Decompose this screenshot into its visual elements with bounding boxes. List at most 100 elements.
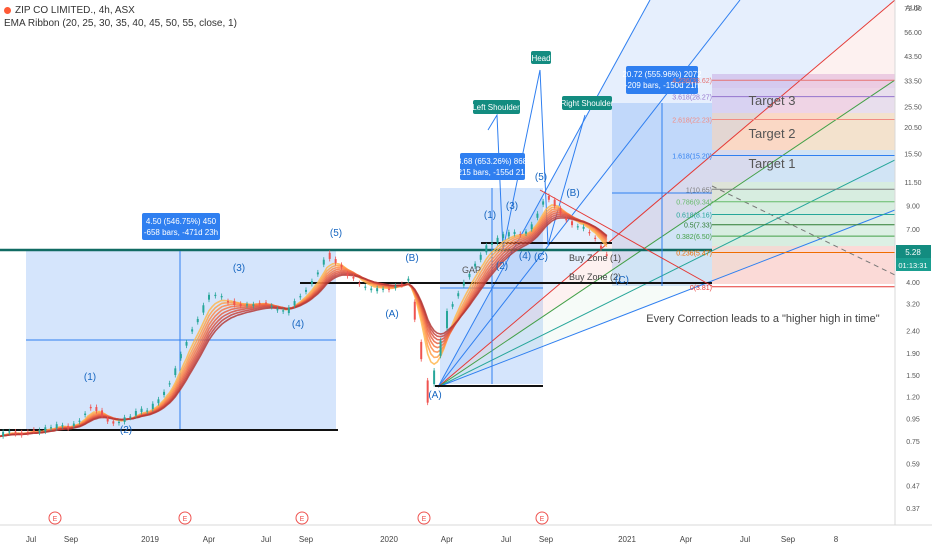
earnings-marker-icon[interactable]: E	[535, 511, 549, 525]
candle	[112, 418, 115, 427]
x-tick-label: Apr	[203, 535, 216, 544]
candle	[358, 280, 361, 287]
gap-label: GAP	[462, 265, 481, 275]
y-tick-label: 72.00	[904, 6, 922, 13]
svg-text:E: E	[183, 516, 188, 523]
candle	[352, 274, 355, 282]
candle	[20, 429, 23, 438]
symbol-row[interactable]: ZIP CO LIMITED., 4h, ASX	[4, 4, 237, 17]
candle	[14, 429, 17, 437]
candle	[26, 429, 29, 436]
fib-level-label: 1.618(15.20)	[672, 154, 712, 161]
candle	[179, 351, 182, 361]
price-axis[interactable]: AUD 72.00 56.00 43.50 33.50 25.50 20.50 15.50 1…	[894, 0, 932, 525]
measure-label-2[interactable]: 8.68 (653.26%) 868 -215 bars, -155d 21h	[455, 153, 529, 180]
measure-label-3-line1: 20.72 (555.96%) 2072	[622, 70, 702, 79]
candle	[530, 221, 533, 232]
measure-label-3-line2: -209 bars, -150d 21h	[625, 81, 699, 90]
earnings-marker-icon[interactable]: E	[417, 511, 431, 525]
candle	[146, 407, 149, 415]
candle	[388, 286, 390, 293]
fib-zone-4236	[712, 74, 895, 88]
buy-zone-1-label: Buy Zone (1)	[569, 253, 621, 263]
svg-text:E: E	[422, 516, 427, 523]
svg-text:E: E	[540, 516, 545, 523]
x-tick-label: Sep	[64, 535, 79, 544]
candle	[328, 250, 331, 262]
wave-label: (3)	[506, 201, 518, 212]
right-shoulder-label[interactable]: Right Shoulder	[561, 96, 614, 110]
price-candles	[2, 193, 608, 439]
fib-level-label: 3.618(28.27)	[672, 95, 712, 102]
candle	[485, 242, 488, 255]
candle	[382, 286, 385, 293]
indicator-row[interactable]: EMA Ribbon (20, 25, 30, 35, 40, 45, 50, …	[4, 17, 237, 30]
candle	[594, 235, 597, 242]
svg-text:E: E	[53, 516, 58, 523]
earnings-marker-icon[interactable]: E	[178, 511, 192, 525]
fan-line	[437, 209, 895, 388]
fib-level-label: 1(10.65)	[686, 187, 712, 194]
y-tick-label: 4.00	[906, 280, 920, 287]
fib-level-label: 0.382(6.50)	[676, 234, 712, 241]
candle	[227, 298, 229, 305]
candle	[293, 298, 296, 309]
candle	[265, 300, 267, 307]
ema-ribbon	[0, 204, 608, 438]
candle	[565, 215, 568, 223]
wave-label: (B)	[566, 188, 579, 199]
candle	[502, 231, 505, 241]
candle	[536, 211, 539, 221]
candle	[117, 419, 120, 426]
correction-note: Every Correction leads to a "higher high…	[646, 313, 880, 325]
fib-level-label: 0.786(9.34)	[676, 200, 712, 207]
y-tick-label: 43.50	[904, 54, 922, 61]
wave-label: (B)	[405, 253, 418, 264]
candle	[233, 298, 236, 308]
head-label[interactable]: Head	[531, 51, 551, 64]
y-tick-label: 1.20	[906, 394, 920, 401]
y-tick-label: 0.95	[906, 417, 920, 424]
time-axis[interactable]: Jul Sep 2019 Apr Jul Sep 2020 Apr Jul Sep 2021 Apr J…	[0, 511, 932, 544]
plot-area[interactable]	[0, 0, 895, 439]
symbol-title: ZIP CO LIMITED., 4h, ASX	[15, 5, 135, 16]
wave-label: (C)	[615, 275, 629, 286]
earnings-marker-icon[interactable]: E	[48, 511, 62, 525]
candle	[196, 316, 199, 325]
candle	[168, 380, 171, 387]
candle	[496, 235, 499, 246]
wave-label: (4)	[519, 251, 531, 262]
head-text: Head	[531, 54, 550, 63]
candle	[299, 293, 302, 300]
wave-label: (A)	[385, 309, 398, 320]
candle	[451, 301, 454, 310]
wave-label: (5)	[535, 172, 547, 183]
left-shoulder-label[interactable]: Left Shoulder	[472, 100, 520, 114]
target-2-label: Target 2	[749, 126, 796, 141]
candle	[519, 231, 522, 238]
measure-label-1[interactable]: 4.50 (546.75%) 450 -658 bars, -471d 23h	[142, 213, 220, 240]
y-tick-label: 2.40	[906, 329, 920, 336]
y-tick-label: 1.50	[906, 373, 920, 380]
candle	[208, 292, 210, 303]
fan-line	[437, 0, 651, 388]
candle	[559, 205, 562, 217]
y-tick-label: 0.59	[906, 462, 920, 469]
earnings-marker-icon[interactable]: E	[295, 511, 309, 525]
candle	[72, 421, 75, 429]
candle	[276, 306, 279, 313]
fib-level-label: 0.236(5.47)	[676, 250, 712, 257]
x-tick-label: Apr	[680, 535, 693, 544]
wave-label: (3)	[233, 263, 245, 274]
candle	[32, 427, 35, 434]
candle	[433, 367, 436, 387]
candle	[44, 424, 47, 435]
fib-level-lines	[712, 79, 895, 288]
candle	[322, 257, 325, 268]
candle	[571, 218, 574, 228]
currency-label: AUD	[906, 5, 921, 12]
measure-label-3[interactable]: 20.72 (555.96%) 2072 -209 bars, -150d 21…	[622, 66, 702, 94]
candle	[305, 287, 307, 295]
y-tick-label: 56.00	[904, 30, 922, 37]
